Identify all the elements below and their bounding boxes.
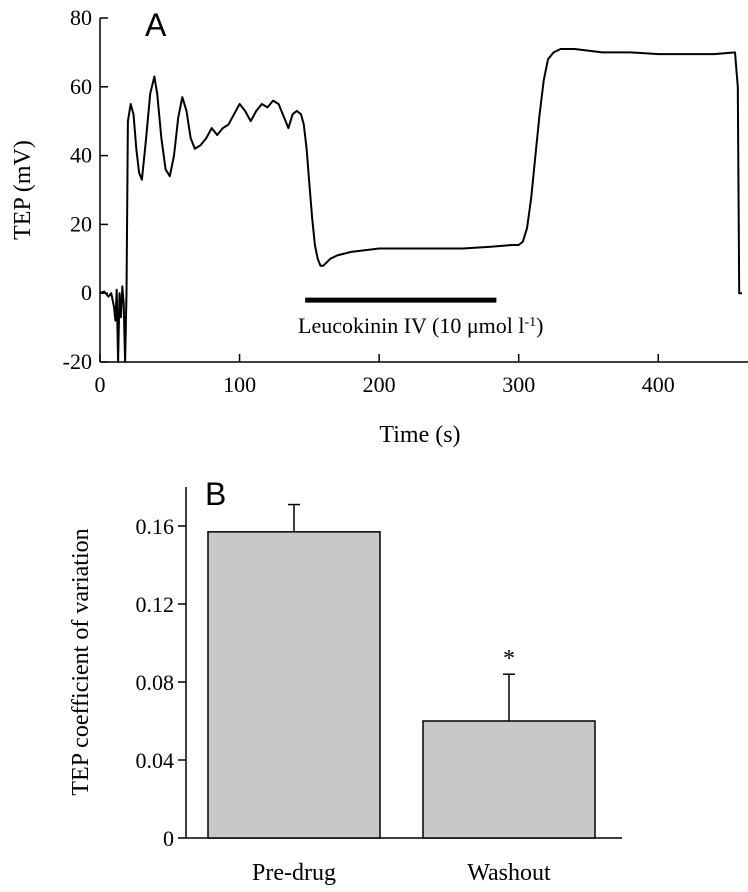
panel-a-label: A <box>145 7 167 43</box>
panel-a-y-tick-label: 0 <box>81 280 92 305</box>
panel-a-y-tick-label: 40 <box>70 143 92 168</box>
panel-b-y-tick-label: 0 <box>163 826 174 851</box>
panel-b-y-tick-label: 0.04 <box>136 748 175 773</box>
panel-b-bar-chart: B 0 0.04 0.08 0.12 0.16 Pre-drug Washout * TEP… <box>68 476 622 886</box>
panel-a-y-tick-label: 60 <box>70 74 92 99</box>
panel-a-x-axis-title: Time (s) <box>379 422 460 448</box>
panel-b-y-axis-title: TEP coefficient of variation <box>68 528 94 795</box>
panel-b-y-tick-label: 0.08 <box>136 670 175 695</box>
panel-b-label: B <box>205 476 226 512</box>
panel-b-y-tick-label: 0.16 <box>136 514 175 539</box>
panel-a-x-ticks: 0 100 200 300 400 <box>95 354 675 397</box>
category-label-washout: Washout <box>467 860 551 886</box>
leucokinin-annotation: Leucokinin IV (10 μmol l-1) <box>298 313 543 338</box>
leucokinin-annotation-text: Leucokinin IV (10 μmol l <box>298 313 524 338</box>
bar-pre-drug <box>207 531 381 839</box>
panel-b-y-tick-label: 0.12 <box>136 592 175 617</box>
panel-a-y-tick-label: 20 <box>70 211 92 236</box>
category-label-pre-drug: Pre-drug <box>252 860 336 886</box>
panel-a-x-tick-label: 0 <box>95 372 106 397</box>
panel-a-x-tick-label: 400 <box>642 372 675 397</box>
panel-a-y-ticks: -20 0 20 40 60 80 <box>63 5 108 374</box>
tep-trace-line <box>99 48 742 363</box>
panel-b-y-ticks: 0 0.04 0.08 0.12 0.16 <box>136 514 186 851</box>
leucokinin-annotation-suffix: ) <box>536 313 543 338</box>
panel-a-x-tick-label: 100 <box>223 372 256 397</box>
panel-a-y-tick-label: 80 <box>70 5 92 30</box>
leucokinin-annotation-sup: -1 <box>524 315 536 330</box>
panel-b-bars: Pre-drug Washout * <box>207 503 596 886</box>
panel-a-y-tick-label: -20 <box>63 349 92 374</box>
panel-a-x-tick-label: 200 <box>363 372 396 397</box>
panel-a-y-axis-title: TEP (mV) <box>10 140 36 240</box>
significance-marker: * <box>503 646 515 672</box>
bar-washout <box>422 720 596 839</box>
panel-a-x-tick-label: 300 <box>502 372 535 397</box>
